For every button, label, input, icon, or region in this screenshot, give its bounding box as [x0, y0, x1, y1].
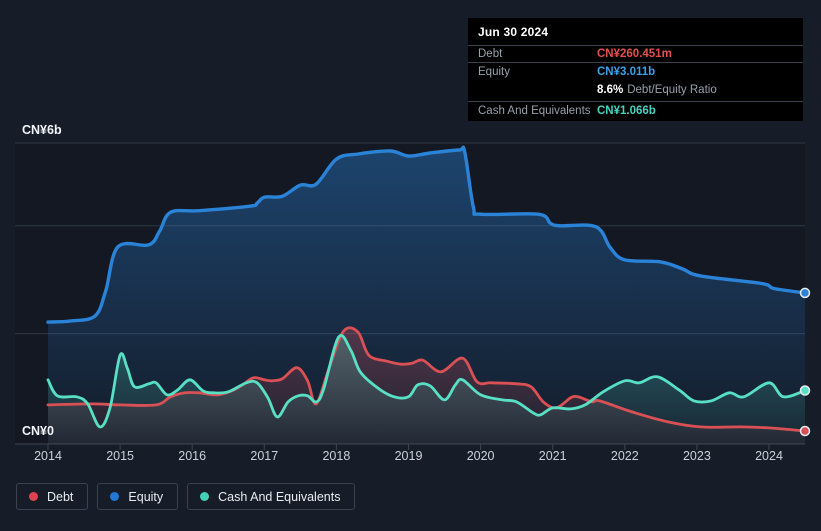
legend-debt-label: Debt: [47, 490, 73, 504]
legend-equity-label: Equity: [128, 490, 163, 504]
tooltip-equity-value: CN¥3.011b: [597, 66, 655, 78]
svg-text:2023: 2023: [683, 449, 711, 463]
legend-button-cash[interactable]: Cash And Equivalents: [187, 483, 355, 510]
legend: Debt Equity Cash And Equivalents: [16, 483, 355, 510]
debt-equity-chart-panel: 2014 2015 2016 2017 2018 2019 2020 2021 2022 2023…: [0, 0, 821, 526]
svg-text:CN¥0: CN¥0: [22, 424, 54, 438]
tooltip-card: Jun 30 2024 Debt CN¥260.451m Equity CN¥3…: [468, 18, 803, 121]
cash-dot-icon: [200, 492, 209, 501]
tooltip-debt-row: Debt CN¥260.451m: [468, 46, 803, 62]
tooltip-date: Jun 30 2024: [468, 18, 803, 45]
svg-text:2014: 2014: [34, 449, 62, 463]
svg-text:2024: 2024: [755, 449, 783, 463]
equity-dot-icon: [110, 492, 119, 501]
svg-text:2015: 2015: [106, 449, 134, 463]
tooltip-ratio-value: 8.6%: [597, 84, 623, 96]
svg-text:2019: 2019: [395, 449, 423, 463]
legend-cash-label: Cash And Equivalents: [218, 490, 340, 504]
svg-text:2022: 2022: [611, 449, 639, 463]
tooltip-ratio-label: Debt/Equity Ratio: [627, 84, 717, 96]
legend-button-debt[interactable]: Debt: [16, 483, 88, 510]
debt-dot-icon: [29, 492, 38, 501]
svg-text:CN¥6b: CN¥6b: [22, 123, 62, 137]
tooltip-ratio-row: 8.6% Debt/Equity Ratio: [468, 82, 803, 101]
svg-text:2017: 2017: [250, 449, 278, 463]
legend-button-equity[interactable]: Equity: [97, 483, 178, 510]
svg-text:2021: 2021: [539, 449, 567, 463]
tooltip-cash-value: CN¥1.066b: [597, 105, 656, 117]
tooltip-equity-row: Equity CN¥3.011b: [468, 63, 803, 82]
tooltip-cash-label: Cash And Equivalents: [478, 105, 597, 117]
tooltip-debt-label: Debt: [478, 48, 597, 60]
tooltip-equity-label: Equity: [478, 66, 597, 78]
tooltip-cash-row: Cash And Equivalents CN¥1.066b: [468, 102, 803, 121]
svg-text:2020: 2020: [467, 449, 495, 463]
svg-text:2018: 2018: [322, 449, 350, 463]
svg-text:2016: 2016: [178, 449, 206, 463]
tooltip-debt-value: CN¥260.451m: [597, 48, 672, 60]
